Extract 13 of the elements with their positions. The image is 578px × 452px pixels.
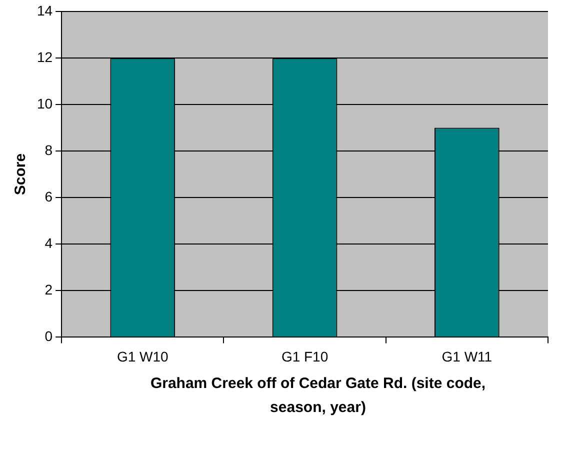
- y-tick-label: 4: [44, 234, 53, 251]
- y-tick-label: 6: [44, 188, 53, 204]
- x-axis-title: Graham Creek off of Cedar Gate Rd. (site code, season, year): [149, 374, 487, 418]
- y-axis-title: Score: [12, 153, 30, 196]
- y-tick-label: 10: [36, 95, 53, 112]
- y-tick-label: 12: [36, 48, 53, 65]
- y-tick-label: 0: [44, 328, 53, 344]
- y-tick-label: 14: [36, 2, 53, 18]
- x-tick-label: G1 F10: [281, 348, 328, 364]
- x-tick-label: G1 W11: [442, 348, 492, 364]
- y-tick-label: 8: [44, 142, 53, 158]
- y-tick-label: 2: [44, 282, 53, 298]
- x-tick-label: G1 W10: [116, 348, 169, 364]
